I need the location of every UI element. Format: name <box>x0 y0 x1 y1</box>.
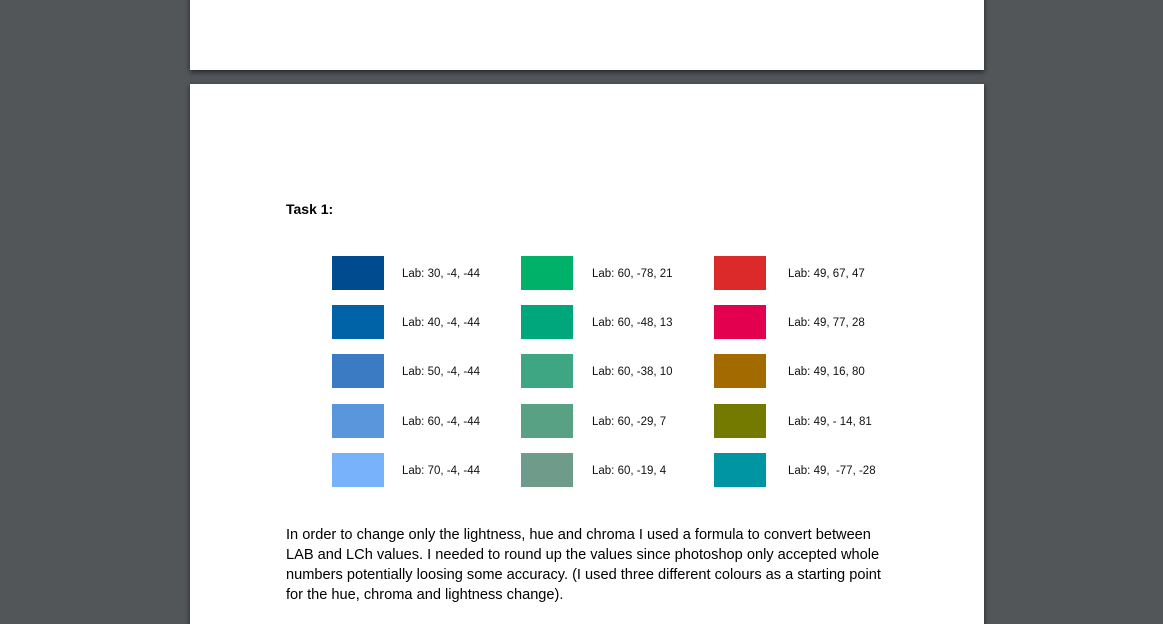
swatch-label: Lab: 60, -78, 21 <box>592 268 673 280</box>
color-swatch <box>714 256 766 290</box>
swatch-label: Lab: 49, 77, 28 <box>788 317 865 329</box>
swatch-label: Lab: 49, 67, 47 <box>788 268 865 280</box>
color-swatch <box>521 453 573 487</box>
swatch-label: Lab: 49, - 14, 81 <box>788 416 872 428</box>
color-swatch <box>714 404 766 438</box>
color-swatch <box>521 305 573 339</box>
color-swatch <box>332 256 384 290</box>
color-swatch <box>714 354 766 388</box>
color-swatch <box>332 354 384 388</box>
swatch-label: Lab: 70, -4, -44 <box>402 465 480 477</box>
color-swatch <box>521 404 573 438</box>
swatch-label: Lab: 60, -48, 13 <box>592 317 673 329</box>
viewer: {"heading": "Task 1:", "swatches": [ [{"… <box>190 0 984 624</box>
color-swatch <box>332 404 384 438</box>
swatch-label: Lab: 50, -4, -44 <box>402 366 480 378</box>
page-2 <box>190 84 984 624</box>
swatch-label: Lab: 30, -4, -44 <box>402 268 480 280</box>
paragraph-line: LAB and LCh values. I needed to round up… <box>286 547 880 563</box>
page-1 <box>190 0 984 70</box>
swatch-label: Lab: 60, -29, 7 <box>592 416 667 428</box>
color-swatch <box>714 305 766 339</box>
paragraph-line: numbers potentially loosing some accurac… <box>286 567 881 583</box>
swatch-label: Lab: 60, -19, 4 <box>592 465 667 477</box>
paragraph-line: for the hue, chroma and lightness change… <box>286 587 564 603</box>
swatch-label: Lab: 60, -4, -44 <box>402 416 480 428</box>
color-swatch <box>332 305 384 339</box>
swatch-label: Lab: 49, -77, -28 <box>788 465 876 477</box>
swatch-label: Lab: 60, -38, 10 <box>592 366 673 378</box>
color-swatch <box>521 354 573 388</box>
swatch-label: Lab: 40, -4, -44 <box>402 317 480 329</box>
color-swatch <box>521 256 573 290</box>
color-swatch <box>714 453 766 487</box>
paragraph-line: In order to change only the lightness, h… <box>286 527 871 543</box>
color-swatch <box>332 453 384 487</box>
swatch-label: Lab: 49, 16, 80 <box>788 366 865 378</box>
heading: Task 1: <box>286 201 334 217</box>
